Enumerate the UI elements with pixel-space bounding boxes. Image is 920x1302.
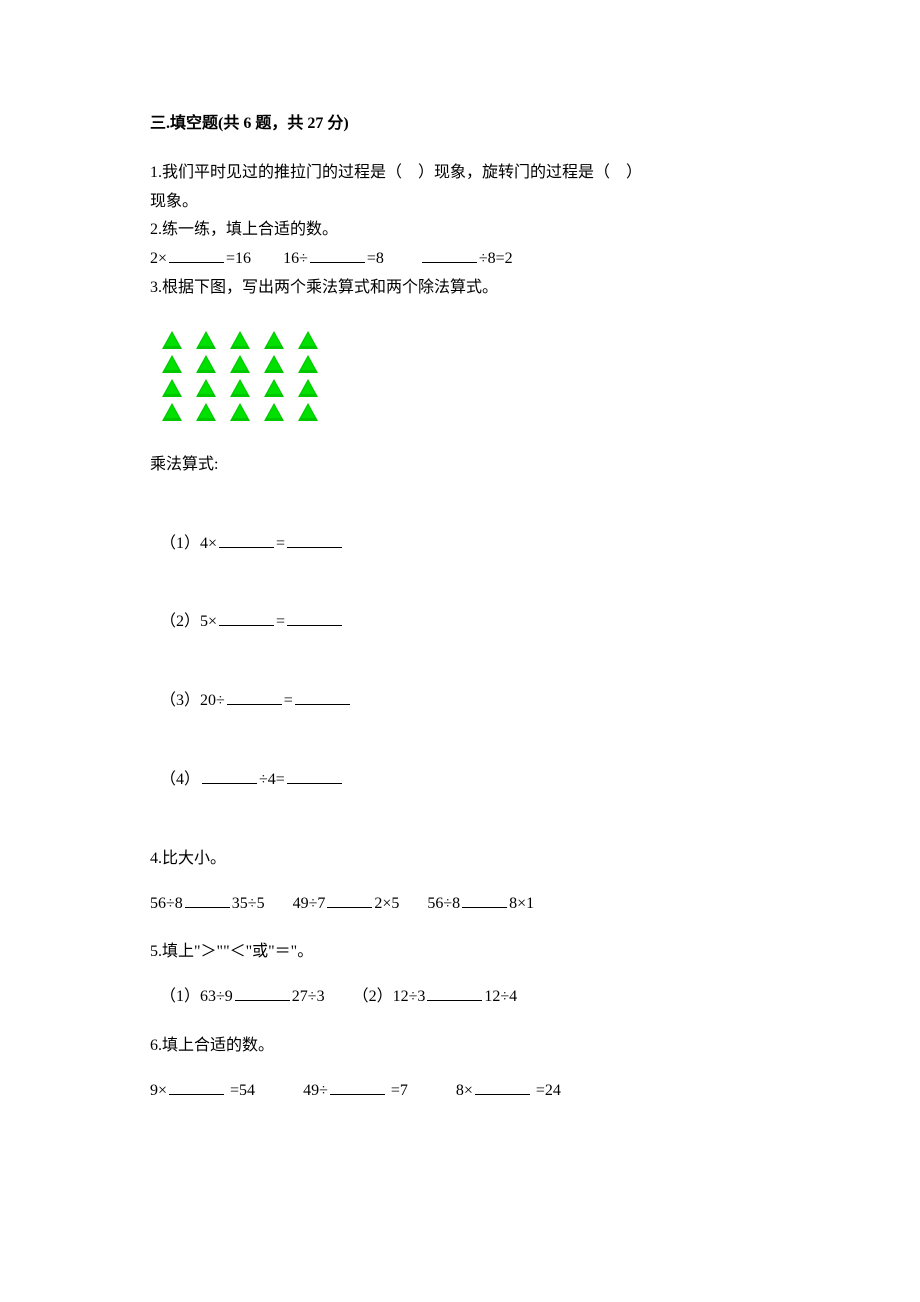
q3-item2a: （2）5×: [160, 613, 217, 630]
triangle-row: [162, 379, 770, 397]
blank: [287, 767, 342, 784]
triangle-icon: [298, 355, 318, 373]
blank: [422, 246, 477, 263]
q3-item1a: （1）4×: [160, 535, 217, 552]
triangle-row: [162, 403, 770, 421]
q3-item4a: （4）: [160, 771, 200, 788]
triangle-icon: [230, 331, 250, 349]
q1-line2: 现象。: [150, 188, 770, 217]
triangle-icon: [264, 355, 284, 373]
triangle-icon: [196, 379, 216, 397]
blank: [219, 609, 274, 626]
q6-intro: 6.填上合适的数。: [150, 1032, 770, 1061]
blank: [327, 891, 372, 908]
q3-item4b: ÷4=: [259, 771, 285, 788]
triangle-icon: [162, 379, 182, 397]
q3-item4: （4） ÷4=: [160, 766, 770, 795]
q4-e2b: 2×5: [374, 895, 399, 912]
q6-e3b: =24: [532, 1082, 561, 1099]
q6-e1a: 9×: [150, 1082, 167, 1099]
triangle-icon: [298, 403, 318, 421]
q5-intro: 5.填上"＞""＜"或"＝"。: [150, 938, 770, 967]
q1-line1: 1.我们平时见过的推拉门的过程是（ ）现象，旋转门的过程是（ ）: [150, 159, 770, 188]
blank: [202, 767, 257, 784]
blank: [227, 688, 282, 705]
blank: [185, 891, 230, 908]
q2-part1a: 2×: [150, 250, 167, 267]
q3-item3a: （3）20÷: [160, 692, 225, 709]
blank: [427, 984, 482, 1001]
eq: =: [276, 613, 285, 630]
triangle-icon: [162, 331, 182, 349]
blank: [462, 891, 507, 908]
blank: [219, 531, 274, 548]
triangle-icon: [196, 355, 216, 373]
q4-expr: 56÷8 35÷5 49÷7 2×5 56÷8 8×1: [150, 890, 770, 919]
blank: [235, 984, 290, 1001]
q5-e2b: 12÷4: [484, 988, 517, 1005]
q6-e2b: =7: [387, 1082, 408, 1099]
q3-intro: 3.根据下图，写出两个乘法算式和两个除法算式。: [150, 274, 770, 303]
triangle-icon: [196, 331, 216, 349]
q5-e1b: 27÷3: [292, 988, 325, 1005]
eq: =: [276, 535, 285, 552]
blank: [169, 246, 224, 263]
q5-e2a: （2）12÷3: [353, 988, 426, 1005]
q6-e1b: =54: [226, 1082, 255, 1099]
blank: [310, 246, 365, 263]
section-title: 三.填空题(共 6 题，共 27 分): [150, 110, 770, 139]
triangle-icon: [264, 403, 284, 421]
q1-prefix: 1.我们平时见过的推拉门的过程是（: [150, 164, 402, 181]
triangle-icon: [162, 403, 182, 421]
triangle-icon: [230, 379, 250, 397]
triangle-icon: [196, 403, 216, 421]
q3-item2: （2）5× =: [160, 608, 770, 637]
q4-e2a: 49÷7: [293, 895, 326, 912]
q4-e3a: 56÷8: [427, 895, 460, 912]
q1-mid: ）现象，旋转门的过程是（: [418, 164, 610, 181]
triangle-icon: [298, 331, 318, 349]
q3-multiply-label: 乘法算式:: [150, 451, 770, 480]
triangle-row: [162, 331, 770, 349]
q5-expr: （1）63÷9 27÷3 （2）12÷3 12÷4: [160, 983, 770, 1012]
blank: [169, 1078, 224, 1095]
q4-intro: 4.比大小。: [150, 845, 770, 874]
triangle-icon: [298, 379, 318, 397]
q4-e1a: 56÷8: [150, 895, 183, 912]
q2-intro: 2.练一练，填上合适的数。: [150, 216, 770, 245]
q3-item1: （1）4× =: [160, 530, 770, 559]
q4-e3b: 8×1: [509, 895, 534, 912]
q2-part1b: =16: [226, 250, 251, 267]
eq: =: [284, 692, 293, 709]
q2-expr: 2× =16 16÷ =8 ÷8=2: [150, 245, 770, 274]
q3-item3: （3）20÷ =: [160, 687, 770, 716]
triangle-icon: [230, 355, 250, 373]
blank: [287, 531, 342, 548]
q2-part2a: 16÷: [283, 250, 308, 267]
q2-part2b: =8: [367, 250, 384, 267]
q2-part3b: ÷8=2: [479, 250, 513, 267]
q1-suffix: ）: [626, 164, 642, 181]
triangle-grid: [162, 331, 770, 421]
triangle-icon: [264, 379, 284, 397]
triangle-icon: [162, 355, 182, 373]
blank: [330, 1078, 385, 1095]
q4-e1b: 35÷5: [232, 895, 265, 912]
triangle-icon: [264, 331, 284, 349]
blank: [295, 688, 350, 705]
triangle-row: [162, 355, 770, 373]
q6-e2a: 49÷: [303, 1082, 328, 1099]
triangle-icon: [230, 403, 250, 421]
blank: [287, 609, 342, 626]
q5-e1a: （1）63÷9: [160, 988, 233, 1005]
q6-e3a: 8×: [456, 1082, 473, 1099]
q6-expr: 9× =54 49÷ =7 8× =24: [150, 1077, 770, 1106]
blank: [475, 1078, 530, 1095]
